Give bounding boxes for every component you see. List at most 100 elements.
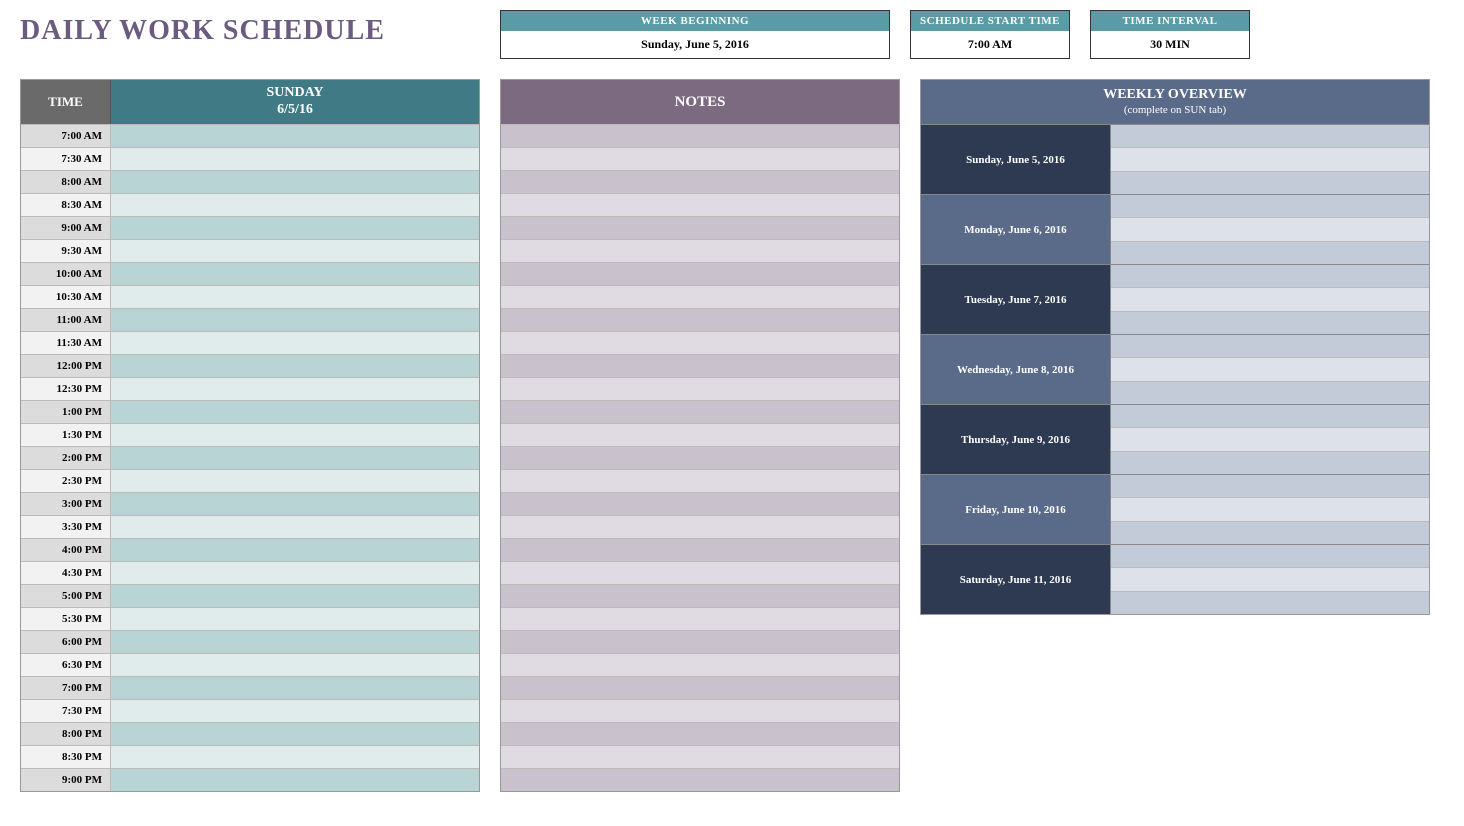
week-beginning-value[interactable]: Sunday, June 5, 2016 bbox=[501, 31, 889, 58]
overview-cell[interactable] bbox=[1111, 312, 1429, 334]
event-cell[interactable] bbox=[111, 171, 479, 193]
event-cell[interactable] bbox=[111, 309, 479, 331]
overview-day-cells bbox=[1111, 195, 1429, 264]
event-cell[interactable] bbox=[111, 539, 479, 561]
note-row[interactable] bbox=[501, 515, 899, 538]
note-row[interactable] bbox=[501, 331, 899, 354]
time-interval-value[interactable]: 30 MIN bbox=[1091, 31, 1249, 58]
note-row[interactable] bbox=[501, 354, 899, 377]
overview-cell[interactable] bbox=[1111, 172, 1429, 194]
time-cell: 6:00 PM bbox=[21, 631, 111, 653]
note-row[interactable] bbox=[501, 308, 899, 331]
overview-cell[interactable] bbox=[1111, 148, 1429, 171]
overview-cell[interactable] bbox=[1111, 428, 1429, 451]
time-cell: 3:30 PM bbox=[21, 516, 111, 538]
event-cell[interactable] bbox=[111, 332, 479, 354]
note-row[interactable] bbox=[501, 768, 899, 791]
schedule-row: 1:30 PM bbox=[21, 423, 479, 446]
event-cell[interactable] bbox=[111, 585, 479, 607]
overview-cell[interactable] bbox=[1111, 242, 1429, 264]
note-row[interactable] bbox=[501, 262, 899, 285]
schedule-row: 2:30 PM bbox=[21, 469, 479, 492]
time-cell: 9:00 AM bbox=[21, 217, 111, 239]
note-row[interactable] bbox=[501, 676, 899, 699]
note-row[interactable] bbox=[501, 607, 899, 630]
overview-cell[interactable] bbox=[1111, 498, 1429, 521]
note-row[interactable] bbox=[501, 653, 899, 676]
note-row[interactable] bbox=[501, 492, 899, 515]
overview-cell[interactable] bbox=[1111, 452, 1429, 474]
note-row[interactable] bbox=[501, 147, 899, 170]
event-cell[interactable] bbox=[111, 677, 479, 699]
note-row[interactable] bbox=[501, 423, 899, 446]
start-time-value[interactable]: 7:00 AM bbox=[911, 31, 1069, 58]
event-cell[interactable] bbox=[111, 769, 479, 791]
event-cell[interactable] bbox=[111, 194, 479, 216]
note-row[interactable] bbox=[501, 446, 899, 469]
overview-cell[interactable] bbox=[1111, 218, 1429, 241]
week-beginning-box: WEEK BEGINNING Sunday, June 5, 2016 bbox=[500, 10, 890, 59]
time-cell: 11:30 AM bbox=[21, 332, 111, 354]
time-cell: 3:00 PM bbox=[21, 493, 111, 515]
overview-cell[interactable] bbox=[1111, 335, 1429, 358]
event-cell[interactable] bbox=[111, 723, 479, 745]
time-column-header: TIME bbox=[21, 80, 111, 124]
event-cell[interactable] bbox=[111, 700, 479, 722]
event-cell[interactable] bbox=[111, 125, 479, 147]
note-row[interactable] bbox=[501, 538, 899, 561]
note-row[interactable] bbox=[501, 469, 899, 492]
event-cell[interactable] bbox=[111, 470, 479, 492]
event-cell[interactable] bbox=[111, 654, 479, 676]
overview-cell[interactable] bbox=[1111, 592, 1429, 614]
event-cell[interactable] bbox=[111, 424, 479, 446]
event-cell[interactable] bbox=[111, 401, 479, 423]
note-row[interactable] bbox=[501, 377, 899, 400]
time-cell: 12:00 PM bbox=[21, 355, 111, 377]
overview-cell[interactable] bbox=[1111, 358, 1429, 381]
event-cell[interactable] bbox=[111, 447, 479, 469]
note-row[interactable] bbox=[501, 699, 899, 722]
event-cell[interactable] bbox=[111, 286, 479, 308]
event-cell[interactable] bbox=[111, 562, 479, 584]
overview-cell[interactable] bbox=[1111, 545, 1429, 568]
note-row[interactable] bbox=[501, 400, 899, 423]
event-cell[interactable] bbox=[111, 263, 479, 285]
event-cell[interactable] bbox=[111, 355, 479, 377]
time-cell: 7:30 PM bbox=[21, 700, 111, 722]
overview-cell[interactable] bbox=[1111, 265, 1429, 288]
overview-cell[interactable] bbox=[1111, 288, 1429, 311]
event-cell[interactable] bbox=[111, 378, 479, 400]
event-cell[interactable] bbox=[111, 516, 479, 538]
overview-day-label: Monday, June 6, 2016 bbox=[921, 195, 1111, 264]
event-cell[interactable] bbox=[111, 217, 479, 239]
overview-cell[interactable] bbox=[1111, 522, 1429, 544]
note-row[interactable] bbox=[501, 285, 899, 308]
schedule-row: 12:00 PM bbox=[21, 354, 479, 377]
note-row[interactable] bbox=[501, 216, 899, 239]
overview-cell[interactable] bbox=[1111, 195, 1429, 218]
event-cell[interactable] bbox=[111, 608, 479, 630]
overview-cell[interactable] bbox=[1111, 568, 1429, 591]
note-row[interactable] bbox=[501, 584, 899, 607]
note-row[interactable] bbox=[501, 561, 899, 584]
overview-cell[interactable] bbox=[1111, 475, 1429, 498]
schedule-row: 11:00 AM bbox=[21, 308, 479, 331]
event-cell[interactable] bbox=[111, 746, 479, 768]
overview-day-label: Wednesday, June 8, 2016 bbox=[921, 335, 1111, 404]
overview-cell[interactable] bbox=[1111, 405, 1429, 428]
event-cell[interactable] bbox=[111, 148, 479, 170]
note-row[interactable] bbox=[501, 193, 899, 216]
overview-cell[interactable] bbox=[1111, 382, 1429, 404]
event-cell[interactable] bbox=[111, 631, 479, 653]
note-row[interactable] bbox=[501, 239, 899, 262]
note-row[interactable] bbox=[501, 124, 899, 147]
note-row[interactable] bbox=[501, 630, 899, 653]
note-row[interactable] bbox=[501, 170, 899, 193]
note-row[interactable] bbox=[501, 745, 899, 768]
event-cell[interactable] bbox=[111, 493, 479, 515]
time-cell: 4:00 PM bbox=[21, 539, 111, 561]
overview-cell[interactable] bbox=[1111, 125, 1429, 148]
note-row[interactable] bbox=[501, 722, 899, 745]
event-cell[interactable] bbox=[111, 240, 479, 262]
schedule-row: 3:00 PM bbox=[21, 492, 479, 515]
